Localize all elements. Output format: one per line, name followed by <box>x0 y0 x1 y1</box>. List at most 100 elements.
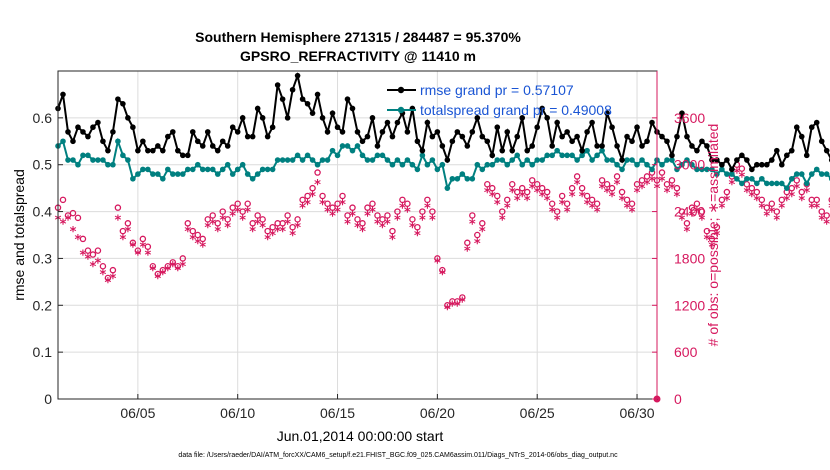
assimilated-obs-marker: * <box>469 217 476 232</box>
spread-point <box>194 161 201 168</box>
possible-obs-marker <box>359 220 366 227</box>
spread-point <box>818 171 825 177</box>
spread-point <box>659 161 665 168</box>
assimilated-obs-marker: * <box>294 221 301 236</box>
assimilated-obs-marker: * <box>479 225 486 240</box>
rmse-point <box>354 129 361 135</box>
assimilated-obs-marker: * <box>758 202 765 217</box>
rmse-point <box>239 115 246 121</box>
assimilated-obs-marker: * <box>344 217 351 232</box>
assimilated-obs-marker: * <box>144 249 151 264</box>
rmse-point <box>524 147 531 154</box>
rmse-point <box>175 147 181 154</box>
rmse-point <box>264 133 271 140</box>
spread-point <box>145 166 151 173</box>
assimilated-obs-marker: * <box>434 256 441 271</box>
possible-obs-marker <box>583 192 591 200</box>
spread-point <box>604 157 610 163</box>
rmse-point <box>494 124 501 131</box>
rmse-point <box>439 143 446 149</box>
rmse-point <box>324 129 331 135</box>
possible-obs-marker <box>159 266 167 274</box>
possible-obs-marker <box>409 216 416 223</box>
rmse-point <box>105 147 111 154</box>
rmse-point <box>419 147 426 154</box>
possible-obs-marker <box>299 196 306 204</box>
x-tick-label: 06/05 <box>120 405 155 421</box>
possible-obs-marker <box>474 231 481 239</box>
assimilated-obs-marker: * <box>264 233 271 248</box>
rmse-point <box>599 143 605 149</box>
possible-obs-marker <box>668 177 676 184</box>
assimilated-obs-marker: * <box>199 241 206 256</box>
assimilated-obs-marker: * <box>629 206 636 221</box>
assimilated-obs-marker: * <box>514 194 521 209</box>
rmse-point <box>499 147 506 154</box>
assimilated-obs-marker: * <box>179 260 186 275</box>
spread-point <box>309 157 316 163</box>
assimilated-obs-marker: * <box>234 206 241 221</box>
assimilated-obs-marker: * <box>309 190 316 205</box>
assimilated-obs-marker: * <box>634 186 641 201</box>
spread-point <box>155 171 161 177</box>
possible-obs-marker <box>279 220 286 227</box>
rmse-point <box>769 157 775 163</box>
spread-point <box>579 152 585 159</box>
possible-obs-marker <box>94 247 102 254</box>
rmse-point <box>194 138 201 145</box>
rmse-point <box>125 115 131 121</box>
rmse-point <box>90 124 96 131</box>
possible-obs-marker <box>374 212 381 219</box>
rmse-point <box>469 129 476 135</box>
spread-point <box>389 161 396 168</box>
spread-point <box>95 157 101 163</box>
spread-point <box>499 157 506 163</box>
spread-point <box>529 161 536 168</box>
spread-point <box>184 166 191 173</box>
spread-point <box>140 166 146 173</box>
spread-point <box>813 166 820 173</box>
assimilated-obs-marker: * <box>249 225 256 240</box>
spread-point <box>619 166 625 173</box>
assimilated-obs-marker: * <box>778 202 785 217</box>
assimilated-obs-marker: * <box>379 221 386 236</box>
possible-obs-marker <box>389 227 396 235</box>
spread-point <box>165 166 171 173</box>
rmse-point <box>644 138 650 145</box>
rmse-point <box>549 143 555 149</box>
assimilated-obs-marker: * <box>90 260 97 275</box>
spread-point <box>679 161 685 168</box>
assimilated-obs-marker: * <box>409 221 416 236</box>
possible-obs-marker <box>538 184 546 192</box>
possible-obs-marker <box>434 255 441 262</box>
assimilated-obs-marker: * <box>284 217 291 232</box>
rmse-point <box>639 143 645 149</box>
spread-point <box>444 185 451 191</box>
spread-point <box>724 171 730 177</box>
possible-obs-marker <box>578 184 586 192</box>
rmse-point <box>229 124 236 131</box>
assimilated-obs-marker: * <box>674 190 681 205</box>
legend-spread-label: totalspread grand pr = 0.49008 <box>420 102 612 118</box>
assimilated-obs-marker: * <box>339 198 346 213</box>
rmse-point <box>284 115 291 121</box>
rmse-point <box>569 138 575 145</box>
possible-obs-marker <box>189 227 197 235</box>
possible-obs-marker <box>129 239 137 247</box>
possible-obs-marker <box>249 220 256 227</box>
possible-obs-marker <box>154 270 162 278</box>
possible-obs-marker <box>628 200 636 208</box>
spread-point <box>469 175 476 182</box>
rmse-point <box>189 129 196 135</box>
possible-obs-marker <box>608 184 616 192</box>
rmse-point <box>115 96 121 102</box>
spread-point <box>669 157 675 163</box>
spread-point <box>639 157 645 163</box>
possible-obs-marker <box>364 204 371 211</box>
assimilated-obs-marker: * <box>404 206 411 221</box>
rmse-point <box>150 147 156 154</box>
assimilated-obs-marker: * <box>239 213 246 228</box>
possible-obs-marker <box>528 177 536 184</box>
possible-obs-marker <box>99 262 107 270</box>
